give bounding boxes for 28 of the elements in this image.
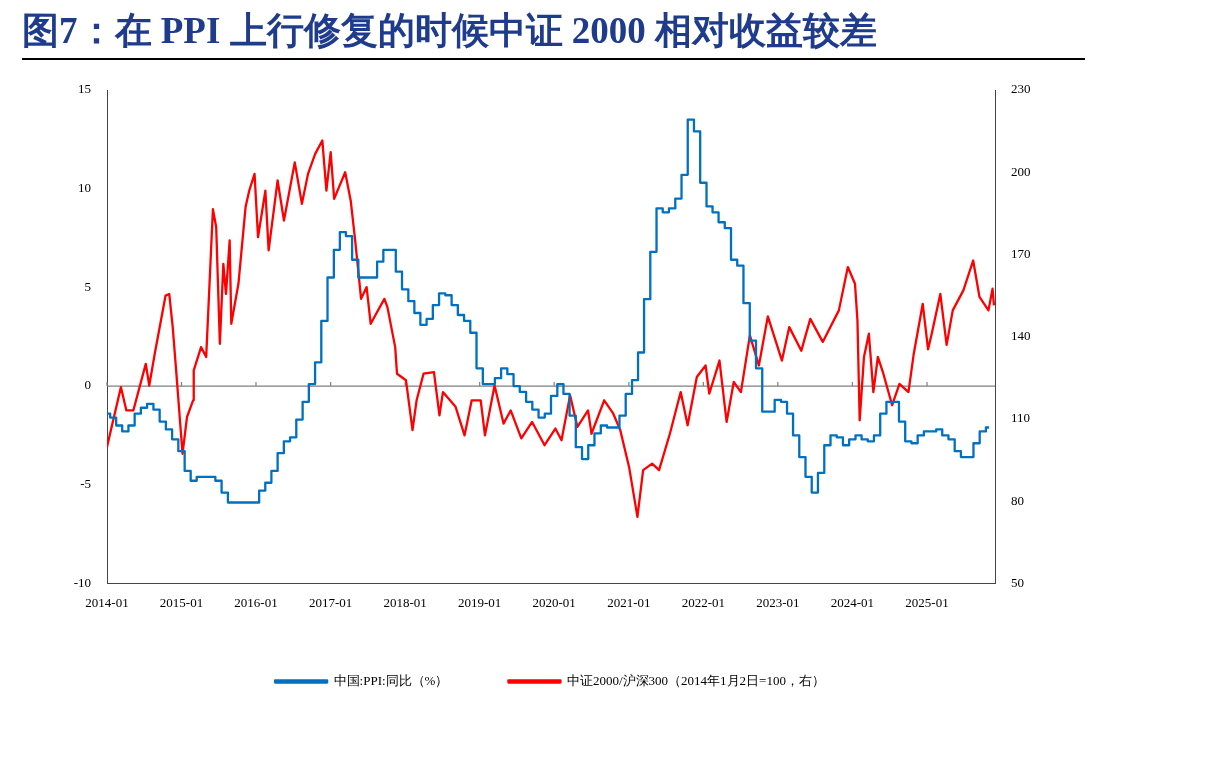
x-tick-label: 2020-01 [532,594,576,610]
x-tick-label: 2023-01 [756,594,800,610]
x-tick-label: 2016-01 [234,594,278,610]
y2-tick-label: 140 [1011,328,1031,344]
y2-tick-label: 50 [1011,574,1024,590]
legend-label: 中证2000/沪深300（2014年1月2日=100，右） [566,672,825,688]
y2-tick-label: 80 [1011,492,1024,508]
x-tick-label: 2015-01 [159,594,204,610]
y-tick-label: 0 [84,377,91,393]
y2-tick-label: 110 [1011,410,1031,426]
y-tick-label: 15 [78,81,91,97]
x-tick-label: 2024-01 [830,594,875,610]
x-tick-label: 2025-01 [905,594,949,610]
y2-tick-label: 170 [1011,245,1031,261]
x-tick-label: 2018-01 [383,594,427,610]
y2-tick-label: 230 [1011,81,1031,97]
x-tick-label: 2019-01 [458,594,502,610]
y-tick-label: -10 [73,574,91,590]
y-tick-label: -5 [80,476,91,492]
y2-tick-label: 200 [1011,163,1031,179]
x-tick-label: 2022-01 [681,594,726,610]
legend-label: 中国:PPI:同比（%） [333,672,449,688]
y-tick-label: 10 [78,180,91,196]
x-tick-label: 2021-01 [607,594,651,610]
y-tick-label: 5 [84,278,91,294]
x-tick-label: 2017-01 [309,594,353,610]
chart-title: 图7：在 PPI 上行修复的时候中证 2000 相对收益较差 [22,9,878,53]
x-tick-label: 2014-01 [85,594,129,610]
